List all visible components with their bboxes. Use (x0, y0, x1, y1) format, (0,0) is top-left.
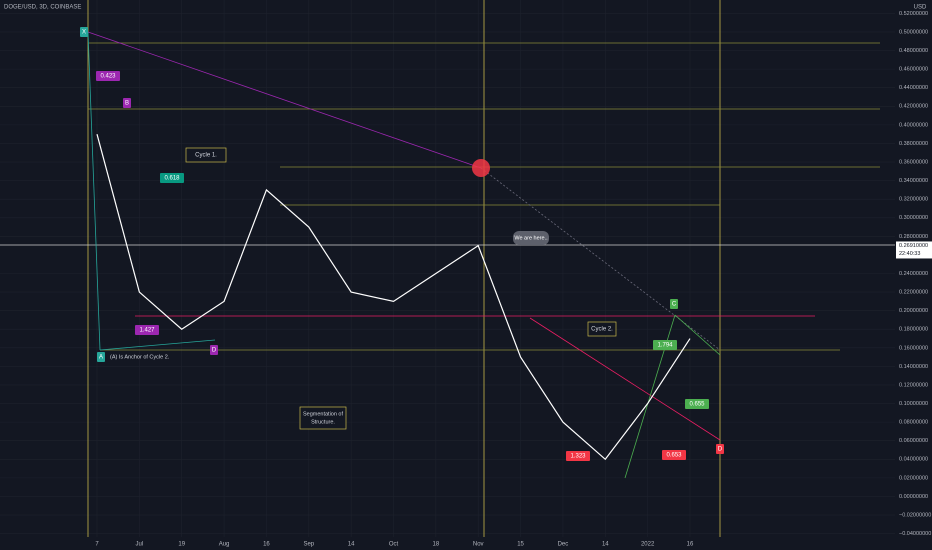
chart-title: DOGE/USD, 3D, COINBASE (4, 5, 81, 11)
pattern-line (99, 339, 216, 351)
pattern-label-box (80, 27, 88, 37)
currency: USD (914, 5, 927, 11)
x-tick-label: 7 (95, 542, 99, 548)
annotation-box (299, 406, 347, 430)
pattern-label-box (716, 444, 724, 454)
pattern-label-box (685, 399, 709, 409)
annotation: We are here.. (514, 235, 548, 241)
marker-circle (472, 159, 490, 177)
y-tick-label: 0.06000000 (899, 438, 928, 444)
pattern-label-box (97, 352, 105, 362)
pattern-label-box (662, 450, 686, 460)
pattern-label: 0.653 (666, 453, 682, 459)
pattern-label: B (125, 101, 129, 107)
y-tick-label: 0.38000000 (899, 141, 928, 147)
pattern-label-box (96, 71, 120, 81)
pattern-label: C (672, 302, 677, 308)
plot (96, 134, 691, 461)
y-tick-label: 0.28000000 (899, 234, 928, 240)
y-tick-label: 0.02000000 (899, 475, 928, 481)
pattern-label: 0.655 (689, 402, 705, 408)
price-tag-countdown: 22:40:33 (899, 251, 920, 257)
pattern-line (529, 317, 721, 441)
pattern-label-box (670, 299, 678, 309)
y-tick-label: 0.12000000 (899, 382, 928, 388)
y-tick-label: 0.52000000 (899, 11, 928, 17)
x-tick-label: Sep (303, 542, 314, 548)
x-tick-label: 16 (687, 542, 694, 548)
annotation: Structure. (311, 419, 335, 425)
y-tick-label: 0.40000000 (899, 122, 928, 128)
y-tick-label: 0.36000000 (899, 159, 928, 165)
pattern-label-box (653, 340, 677, 350)
x-tick-label: 19 (178, 542, 185, 548)
annotation: Segmentation of (303, 411, 344, 417)
x-tick-label: Jul (136, 542, 144, 548)
y-tick-label: −0.02000000 (899, 512, 931, 518)
x-axis-panel (0, 537, 932, 550)
y-tick-label: 0.18000000 (899, 327, 928, 333)
y-tick-label: 0.00000000 (899, 494, 928, 500)
annotation: Cycle 1. (195, 153, 217, 159)
pattern-line (674, 314, 721, 356)
y-tick-label: 0.30000000 (899, 215, 928, 221)
x-tick-label: Oct (389, 542, 399, 548)
y-tick-label: 0.32000000 (899, 197, 928, 203)
grid (0, 0, 895, 537)
x-tick-label: 15 (517, 542, 524, 548)
y-tick-label: 0.42000000 (899, 104, 928, 110)
callout (513, 231, 549, 245)
annotation: (A) Is Anchor of Cycle 2. (110, 354, 170, 360)
x-tick-label: 18 (433, 542, 440, 548)
pattern-label: X (82, 30, 86, 36)
y-axis-panel (895, 0, 932, 550)
pattern-labels: X A 0.423 B 1.427 D 0.618 1.323 0.653 D C 1.794 0.65… (80, 27, 724, 461)
axes: 0.52000000 0.50000000 0.48000000 0.46000000… (95, 11, 932, 548)
pattern-label: D (212, 348, 217, 354)
pattern-label-box (210, 345, 218, 355)
y-tick-label: 0.24000000 (899, 271, 928, 277)
pattern-label-box (566, 451, 590, 461)
pattern-label-box (123, 98, 131, 108)
pattern-label: 1.427 (139, 328, 155, 334)
y-tick-label: 0.16000000 (899, 345, 928, 351)
y-tick-label: 0.04000000 (899, 457, 928, 463)
x-tick-label: 16 (263, 542, 270, 548)
pattern-label: 0.618 (164, 176, 180, 182)
annotation: Cycle 2. (591, 327, 613, 333)
pattern-label: D (718, 447, 723, 453)
annotation-box (185, 147, 227, 163)
x-tick-label: Nov (473, 542, 484, 548)
y-tick-label: 0.46000000 (899, 67, 928, 73)
y-tick-label: 0.10000000 (899, 401, 928, 407)
x-tick-label: Dec (558, 542, 569, 548)
x-tick-label: 14 (602, 542, 609, 548)
price-tag (896, 241, 932, 259)
y-tick-label: 0.20000000 (899, 308, 928, 314)
pattern-label-box (160, 173, 184, 183)
y-tick-label: 0.44000000 (899, 85, 928, 91)
pattern-label: 1.323 (570, 454, 586, 460)
pattern-label: 0.423 (100, 74, 116, 80)
y-tick-label: 0.50000000 (899, 29, 928, 35)
price-tag-label: 0.26910000 (899, 243, 928, 249)
y-tick-label: 0.22000000 (899, 290, 928, 296)
pattern-label: 1.794 (657, 343, 673, 349)
pattern-label: A (99, 355, 103, 361)
x-tick-label: 2022 (641, 542, 655, 548)
trend-line (87, 31, 482, 169)
annotation-box (587, 321, 617, 337)
x-tick-label: Aug (219, 542, 230, 548)
y-tick-label: −0.04000000 (899, 531, 931, 537)
pattern-line (87, 31, 101, 351)
y-tick-label: 0.48000000 (899, 48, 928, 54)
y-tick-label: 0.34000000 (899, 178, 928, 184)
y-tick-label: 0.08000000 (899, 420, 928, 426)
pattern-label-box (135, 325, 159, 335)
y-tick-label: 0.14000000 (899, 364, 928, 370)
x-tick-label: 14 (348, 542, 355, 548)
price-line (96, 134, 691, 461)
